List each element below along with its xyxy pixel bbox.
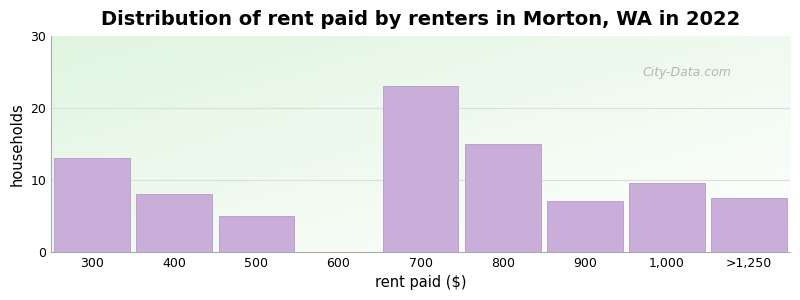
Bar [383, 86, 458, 252]
Bar [465, 144, 541, 252]
Title: Distribution of rent paid by renters in Morton, WA in 2022: Distribution of rent paid by renters in … [101, 10, 740, 29]
Bar [630, 184, 705, 252]
Bar [137, 194, 212, 252]
Bar [547, 202, 622, 252]
Bar [218, 216, 294, 252]
Text: City-Data.com: City-Data.com [642, 66, 731, 79]
Bar [54, 158, 130, 252]
X-axis label: rent paid ($): rent paid ($) [375, 275, 466, 290]
Bar [711, 198, 787, 252]
Y-axis label: households: households [10, 102, 25, 186]
